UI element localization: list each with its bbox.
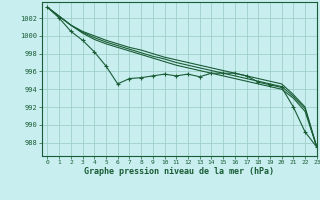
X-axis label: Graphe pression niveau de la mer (hPa): Graphe pression niveau de la mer (hPa) <box>84 167 274 176</box>
